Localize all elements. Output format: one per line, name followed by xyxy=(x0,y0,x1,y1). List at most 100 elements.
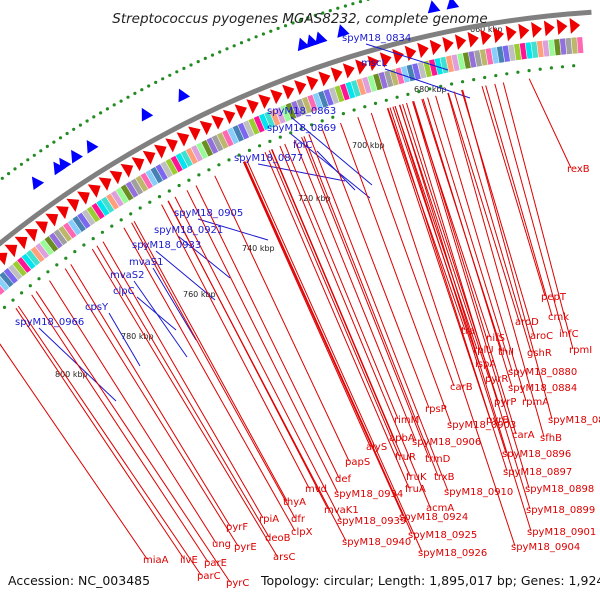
gene-label-red: cmk xyxy=(548,312,569,323)
outer-scale-dot xyxy=(189,63,193,67)
cds-arrow xyxy=(246,99,259,114)
red-leader-line xyxy=(246,160,423,553)
gene-label-red: rpmA xyxy=(522,397,549,408)
feature-block xyxy=(72,215,86,232)
cds-arrow xyxy=(211,115,224,130)
feature-block xyxy=(367,75,377,92)
inner-scale-dot xyxy=(549,66,554,70)
gene-label-red: thyA xyxy=(283,497,306,508)
kbp-scale-label: 780 kbp xyxy=(121,332,154,341)
inner-scale-dot xyxy=(207,168,211,172)
gene-label-red: ilvE xyxy=(180,555,198,566)
outer-scale-dot xyxy=(247,38,251,42)
red-leader-line xyxy=(15,307,185,560)
feature-block xyxy=(53,229,68,246)
outer-scale-dot xyxy=(168,73,172,77)
gene-label-red: clpX xyxy=(291,527,313,538)
inner-scale-dot xyxy=(516,70,520,74)
cds-arrow xyxy=(24,229,38,242)
feature-block xyxy=(44,236,59,252)
dna-feature-arrow xyxy=(31,176,45,190)
dna-feature-arrow xyxy=(141,107,154,122)
feature-block xyxy=(307,94,318,112)
gene-labels: spyM18_0834 mscL spyM18_0863 spyM18_0869fol… xyxy=(15,33,600,589)
dna-feature-ring xyxy=(31,0,460,190)
feature-block xyxy=(222,129,234,147)
feature-block xyxy=(378,71,388,89)
red-leader-line xyxy=(49,280,217,544)
red-leader-line xyxy=(387,107,466,331)
inner-scale-dot xyxy=(46,270,50,274)
outer-scale-dot xyxy=(52,140,56,144)
inner-scale-dot xyxy=(91,237,95,241)
feature-block xyxy=(485,48,494,65)
gene-label-red: spyM18_0925 xyxy=(408,530,477,541)
gene-label-red: deoB xyxy=(265,533,291,544)
feature-block xyxy=(191,145,203,162)
gene-label-red: alyS xyxy=(366,442,387,453)
feature-block xyxy=(400,66,410,83)
outer-scale-dot xyxy=(72,127,76,131)
outer-scale-dot xyxy=(225,47,229,51)
red-leader-line xyxy=(102,241,264,519)
inner-scale-dot xyxy=(227,158,231,162)
gene-label-red: acmA xyxy=(426,503,454,514)
blue-leader-line xyxy=(197,218,269,241)
gene-label-blue: spyM18_0863 xyxy=(267,106,336,117)
cds-arrow xyxy=(87,184,101,198)
feature-block xyxy=(3,268,18,284)
red-leader-line xyxy=(35,291,231,583)
gene-label-red: thiI xyxy=(498,347,514,358)
feature-block xyxy=(474,50,482,67)
feature-block xyxy=(423,60,432,78)
feature-block xyxy=(462,52,471,69)
red-leader-line xyxy=(427,97,513,372)
gene-label-blue: spyM18_0921 xyxy=(154,225,223,236)
outer-scale-dot xyxy=(261,32,265,36)
gene-label-red: apbA xyxy=(389,433,415,444)
gene-label-blue: spyM18_0877 xyxy=(234,153,303,164)
gene-label-red: fruK xyxy=(406,472,427,483)
feature-block xyxy=(216,132,229,149)
feature-block xyxy=(531,41,539,58)
label-leader-lines xyxy=(0,43,574,583)
inner-scale-dot xyxy=(268,139,272,143)
gene-label-red: parE xyxy=(204,558,227,569)
inner-scale-dot xyxy=(247,148,251,152)
feature-block xyxy=(101,196,115,213)
feature-block xyxy=(525,42,533,59)
feature-block xyxy=(206,137,219,154)
red-leader-line xyxy=(494,83,564,334)
inner-scale-dot xyxy=(439,84,443,88)
feature-block xyxy=(211,134,224,152)
inner-scale-dot xyxy=(258,144,262,148)
outer-scale-dot xyxy=(351,2,355,6)
inner-scale-dot xyxy=(187,178,191,182)
red-leader-line xyxy=(161,204,310,489)
cds-arrow xyxy=(367,55,380,72)
red-leader-line xyxy=(528,78,572,169)
dna-feature-arrow xyxy=(178,88,191,103)
gene-label-red: spyM18_0898 xyxy=(525,484,594,495)
gene-label-red: pyrP xyxy=(494,397,516,408)
gene-label-blue: spyM18_0905 xyxy=(174,208,243,219)
feature-block xyxy=(150,166,163,184)
inner-scale-dot xyxy=(64,256,68,260)
accession-text: Accession: NC_003485 xyxy=(8,573,151,588)
red-leader-line xyxy=(435,95,527,402)
inner-scale-dot xyxy=(278,135,282,139)
dna-feature-arrow xyxy=(306,34,319,48)
gene-label-red: rplU xyxy=(473,345,494,356)
gene-label-red: fruR xyxy=(395,452,416,463)
blue-leader-line xyxy=(257,163,346,182)
feature-block xyxy=(384,70,394,88)
gene-label-red: spyM18_0926 xyxy=(418,548,487,559)
inner-scale-dot xyxy=(538,67,542,71)
feature-block xyxy=(445,55,455,73)
feature-block xyxy=(577,37,584,54)
feature-block xyxy=(451,54,460,72)
feature-block xyxy=(428,59,438,76)
gene-label-red: spyM18_0924 xyxy=(399,512,468,523)
cds-arrow xyxy=(222,109,236,125)
